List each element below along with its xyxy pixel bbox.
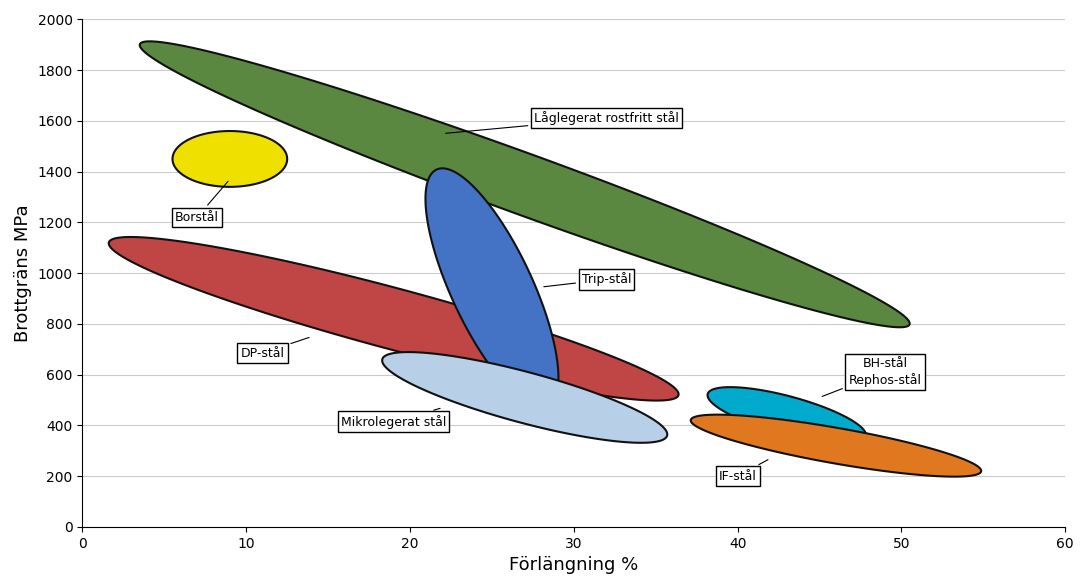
Polygon shape [382, 352, 667, 443]
X-axis label: Förlängning %: Förlängning % [509, 556, 639, 574]
Polygon shape [173, 131, 287, 187]
Text: BH-stål
Rephos-stål: BH-stål Rephos-stål [823, 358, 922, 396]
Polygon shape [425, 168, 558, 408]
Polygon shape [109, 237, 679, 400]
Polygon shape [691, 415, 981, 477]
Text: DP-stål: DP-stål [240, 338, 309, 359]
Text: Låglegerat rostfritt stål: Låglegerat rostfritt stål [446, 111, 679, 133]
Text: IF-stål: IF-stål [719, 460, 768, 483]
Text: Trip-stål: Trip-stål [544, 272, 631, 287]
Text: Mikrolegerat stål: Mikrolegerat stål [341, 408, 446, 429]
Polygon shape [707, 387, 866, 443]
Text: Borstål: Borstål [175, 181, 228, 224]
Y-axis label: Brottgräns MPa: Brottgräns MPa [14, 204, 32, 342]
Polygon shape [139, 41, 910, 328]
